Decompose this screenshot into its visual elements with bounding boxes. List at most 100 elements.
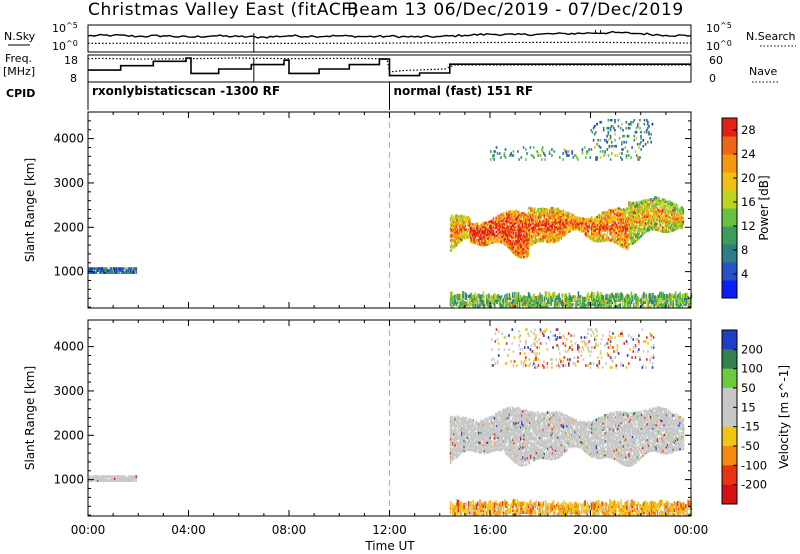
echo-cell: [541, 209, 543, 213]
echo-cell: [481, 227, 483, 231]
echo-cell: [622, 214, 625, 217]
echo-cell: [94, 267, 97, 270]
echo-cell: [528, 220, 531, 224]
echo-cell: [488, 296, 490, 301]
echo-cell: [513, 431, 515, 435]
echo-cell: [509, 426, 512, 429]
echo-cell: [577, 224, 579, 227]
echo-cell: [515, 417, 517, 421]
echo-cell: [492, 231, 495, 234]
echo-cell: [652, 300, 654, 304]
echo-cell: [516, 416, 519, 420]
echo-cell: [632, 231, 635, 235]
echo-cell: [648, 224, 651, 228]
echo-cell: [642, 214, 645, 217]
echo-cell: [664, 216, 666, 220]
echo-cell: [479, 303, 481, 306]
echo-cell: [454, 245, 456, 248]
echo-cell: [613, 226, 616, 229]
echo-cell: [605, 222, 608, 226]
echo-cell: [539, 219, 541, 223]
echo-cell: [618, 231, 620, 234]
echo-cell: [654, 295, 656, 298]
echo-cell: [90, 475, 92, 478]
echo-cell: [524, 423, 526, 427]
echo-cell: [533, 207, 535, 211]
echo-cell: [506, 212, 508, 216]
echo-cell: [558, 218, 560, 222]
echo-cell: [492, 431, 495, 434]
echo-cell: [651, 204, 654, 207]
echo-cell: [537, 226, 540, 229]
echo-cell: [523, 225, 525, 229]
echo-cell: [98, 477, 100, 480]
echo-cell: [486, 235, 489, 238]
echo-cell: [566, 304, 568, 308]
echo-cell: [551, 210, 553, 214]
echo-cell: [449, 447, 452, 451]
echo-cell: [562, 227, 565, 230]
echo-cell: [654, 204, 656, 207]
echo-cell: [115, 271, 117, 274]
echo-cell: [596, 299, 599, 304]
echo-cell: [499, 298, 502, 302]
echo-cell: [487, 433, 489, 436]
echo-cell: [507, 424, 510, 427]
echo-cell: [556, 231, 558, 235]
echo-cell: [631, 210, 634, 213]
echo-cell: [481, 223, 483, 227]
echo-cell: [534, 207, 537, 210]
echo-cell: [651, 200, 654, 203]
echo-cell: [519, 225, 522, 229]
echo-cell: [497, 414, 499, 417]
echo-cell: [624, 239, 627, 242]
echo-cell: [655, 212, 657, 215]
echo-cell: [596, 302, 599, 306]
echo-cell: [510, 447, 513, 451]
echo-cell: [456, 242, 459, 246]
echo-cell: [486, 241, 489, 244]
echo-cell: [619, 237, 621, 241]
echo-cell: [480, 423, 482, 427]
echo-cell: [515, 447, 517, 451]
echo-cell: [631, 232, 634, 235]
echo-cell: [518, 233, 521, 236]
echo-cell: [476, 234, 479, 238]
echo-cell: [637, 207, 639, 211]
echo-cell: [664, 230, 666, 234]
echo-cell: [642, 294, 644, 298]
echo-cell: [619, 299, 621, 302]
echo-cell: [471, 422, 473, 426]
echo-cell: [667, 228, 670, 231]
echo-cell: [488, 444, 490, 448]
echo-cell: [562, 152, 564, 155]
echo-cell: [511, 154, 514, 157]
echo-cell: [644, 209, 646, 212]
echo-cell: [483, 451, 486, 455]
echo-cell: [656, 214, 659, 218]
echo-cell: [523, 411, 525, 415]
echo-cell: [508, 293, 511, 299]
echo-cell: [525, 213, 527, 216]
echo-cell: [457, 215, 460, 219]
echo-cell: [499, 428, 502, 432]
echo-cell: [483, 237, 486, 241]
echo-cell: [476, 304, 479, 308]
echo-cell: [456, 437, 459, 440]
echo-cell: [476, 302, 479, 304]
echo-cell: [504, 415, 506, 418]
echo-cell: [455, 428, 458, 432]
echo-cell: [508, 216, 510, 220]
echo-cell: [507, 448, 510, 451]
echo-cell: [464, 234, 467, 238]
echo-cell: [482, 243, 484, 247]
echo-cell: [464, 419, 467, 422]
echo-cell: [643, 300, 645, 304]
echo-cell: [461, 234, 463, 238]
echo-cell: [481, 449, 484, 453]
echo-cell: [106, 479, 108, 482]
echo-cell: [545, 302, 548, 306]
echo-cell: [565, 219, 567, 222]
echo-cell: [641, 233, 644, 236]
echo-cell: [604, 211, 607, 214]
